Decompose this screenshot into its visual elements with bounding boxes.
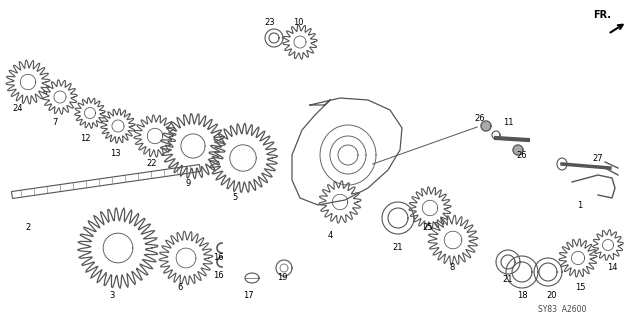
Text: 15: 15 [575, 284, 585, 292]
Text: 18: 18 [517, 291, 527, 300]
Text: 6: 6 [177, 284, 183, 292]
Text: 7: 7 [52, 117, 58, 126]
Text: 2: 2 [25, 223, 31, 233]
Text: 5: 5 [233, 194, 238, 203]
Polygon shape [481, 121, 491, 131]
Text: 25: 25 [423, 223, 433, 233]
Text: 21: 21 [503, 276, 513, 284]
Text: SY83  A2600: SY83 A2600 [538, 305, 586, 314]
Text: 14: 14 [607, 263, 617, 273]
Text: 21: 21 [393, 244, 403, 252]
Polygon shape [513, 145, 523, 155]
Text: 16: 16 [213, 253, 224, 262]
Text: 4: 4 [327, 230, 333, 239]
Text: FR.: FR. [593, 10, 611, 20]
Text: 8: 8 [449, 263, 455, 273]
Text: 23: 23 [265, 18, 275, 27]
Text: 13: 13 [110, 148, 120, 157]
Text: 9: 9 [185, 179, 190, 188]
Text: 19: 19 [276, 274, 287, 283]
Text: 17: 17 [243, 291, 254, 300]
Text: 10: 10 [293, 18, 303, 27]
Text: 26: 26 [475, 114, 485, 123]
Text: 24: 24 [13, 103, 23, 113]
Text: 11: 11 [503, 117, 513, 126]
Text: 22: 22 [147, 158, 157, 167]
Text: 16: 16 [213, 270, 224, 279]
Text: 12: 12 [80, 133, 90, 142]
Text: 26: 26 [517, 150, 527, 159]
Text: 27: 27 [592, 154, 603, 163]
Text: 20: 20 [547, 291, 557, 300]
Text: 1: 1 [577, 201, 583, 210]
Text: 3: 3 [110, 291, 115, 300]
